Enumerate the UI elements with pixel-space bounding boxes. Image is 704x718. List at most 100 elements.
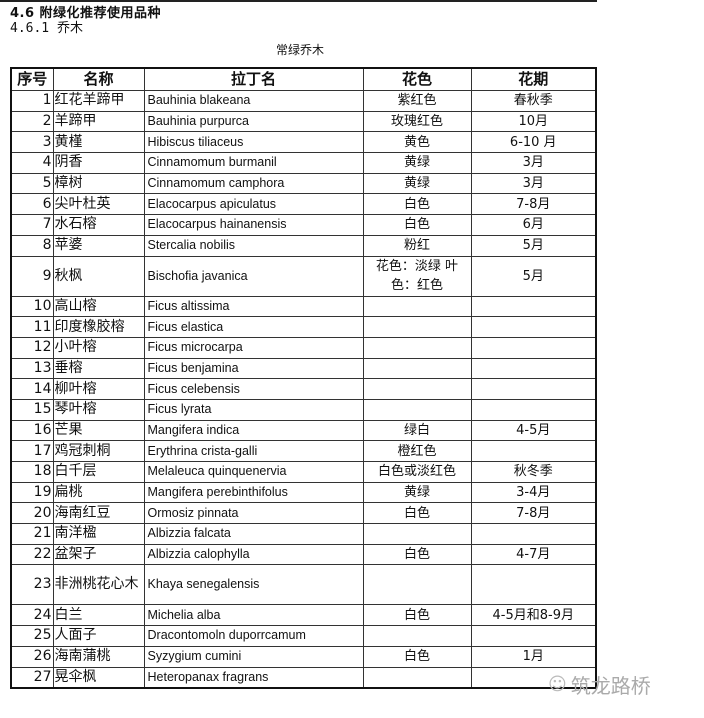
cell-flowering-period [470,398,597,421]
cell-flowering-period: 秋冬季 [470,461,597,483]
cell-no: 19 [10,481,54,504]
cell-flower-color: 黄绿 [362,172,472,195]
cell-latin: Bauhinia purpurca [143,110,364,133]
cell-flower-color: 黄色 [362,131,472,154]
cell-flower-color [362,295,472,318]
table-row: 2 羊蹄甲 Bauhinia purpurca 玫瑰红色 10月 [10,110,597,133]
cell-name: 盆架子 [52,543,145,566]
column-header-flower-color: 花色 [362,67,472,91]
table-row: 25 人面子 Dracontomoln duporrcamum [10,625,597,647]
column-header-no: 序号 [10,67,54,91]
table-row: 23 非洲桃花心木 Khaya senegalensis [10,564,597,606]
cell-flowering-period: 1月 [470,645,597,668]
cell-latin: Albizzia falcata [143,523,364,545]
table-row: 22 盆架子 Albizzia calophylla 白色 4-7月 [10,543,597,566]
cell-name: 白兰 [52,604,145,627]
cell-no: 14 [10,378,54,400]
table-row: 7 水石榕 Elacocarpus hainanensis 白色 6月 [10,214,597,236]
table-row: 11 印度橡胶榕 Ficus elastica [10,316,597,338]
cell-flowering-period: 5月 [470,255,597,297]
cell-flowering-period: 春秋季 [470,90,597,112]
cell-no: 6 [10,193,54,216]
cell-name: 阴香 [52,152,145,174]
cell-name: 海南红豆 [52,502,145,525]
cell-latin: Syzygium cumini [143,645,364,668]
table-row: 15 琴叶榕 Ficus lyrata [10,398,597,421]
cell-latin: Cinnamomum burmanil [143,152,364,174]
cell-flowering-period: 4-7月 [470,543,597,566]
cell-name: 秋枫 [52,255,145,297]
table-row: 4 阴香 Cinnamomum burmanil 黄绿 3月 [10,152,597,174]
table-row: 21 南洋楹 Albizzia falcata [10,523,597,545]
cell-flower-color [362,357,472,380]
cell-flower-color: 黄绿 [362,152,472,174]
table-row: 12 小叶榕 Ficus microcarpa [10,336,597,359]
table-row: 16 芒果 Mangifera indica 绿白 4-5月 [10,419,597,442]
cell-no: 11 [10,316,54,338]
cell-flower-color: 白色 [362,604,472,627]
table-row: 5 樟树 Cinnamomum camphora 黄绿 3月 [10,172,597,195]
table-row: 18 白千层 Melaleuca quinquenervia 白色或淡红色 秋冬季 [10,461,597,483]
cell-flowering-period [470,378,597,400]
wechat-icon: ☺ [548,674,567,695]
cell-latin: Bauhinia blakeana [143,90,364,112]
cell-flowering-period [470,316,597,338]
table-row: 3 黄槿 Hibiscus tiliaceus 黄色 6-10 月 [10,131,597,154]
column-header-flowering-period: 花期 [470,67,597,91]
table-row: 8 苹婆 Stercalia nobilis 粉红 5月 [10,234,597,257]
table-row: 6 尖叶杜英 Elacocarpus apiculatus 白色 7-8月 [10,193,597,216]
cell-flowering-period: 10月 [470,110,597,133]
cell-no: 10 [10,295,54,318]
column-header-name: 名称 [52,67,145,91]
cell-name: 羊蹄甲 [52,110,145,133]
cell-latin: Bischofia javanica [143,255,364,297]
cell-no: 4 [10,152,54,174]
cell-flower-color: 橙红色 [362,440,472,462]
cell-latin: Mangifera indica [143,419,364,442]
cell-flower-color: 玫瑰红色 [362,110,472,133]
cell-flower-color [362,564,472,606]
cell-flower-color: 白色或淡红色 [362,461,472,483]
cell-no: 23 [10,564,54,606]
cell-flower-color [362,523,472,545]
cell-latin: Ficus elastica [143,316,364,338]
cell-flowering-period [470,336,597,359]
cell-latin: Elacocarpus apiculatus [143,193,364,216]
cell-no: 22 [10,543,54,566]
cell-flower-color [362,336,472,359]
table-row: 9 秋枫 Bischofia javanica 花色：淡绿 叶色：红色 5月 [10,255,597,297]
cell-no: 15 [10,398,54,421]
subsection-title: 4.6.1 乔木 [10,21,83,36]
cell-no: 8 [10,234,54,257]
cell-flowering-period [470,625,597,647]
cell-name: 扁桃 [52,481,145,504]
cell-name: 苹婆 [52,234,145,257]
cell-no: 27 [10,666,54,689]
cell-latin: Ficus microcarpa [143,336,364,359]
cell-latin: Melaleuca quinquenervia [143,461,364,483]
cell-name: 高山榕 [52,295,145,318]
cell-name: 红花羊蹄甲 [52,90,145,112]
cell-latin: Heteropanax fragrans [143,666,364,689]
table-row: 14 柳叶榕 Ficus celebensis [10,378,597,400]
cell-latin: Michelia alba [143,604,364,627]
cell-flower-color [362,625,472,647]
table-row: 20 海南红豆 Ormosiz pinnata 白色 7-8月 [10,502,597,525]
cell-latin: Elacocarpus hainanensis [143,214,364,236]
cell-name: 柳叶榕 [52,378,145,400]
cell-no: 7 [10,214,54,236]
cell-name: 水石榕 [52,214,145,236]
cell-name: 芒果 [52,419,145,442]
cell-name: 南洋楹 [52,523,145,545]
cell-flower-color: 绿白 [362,419,472,442]
section-title: 4.6 附绿化推荐使用品种 [10,6,162,21]
cell-name: 樟树 [52,172,145,195]
cell-name: 琴叶榕 [52,398,145,421]
cell-latin: Khaya senegalensis [143,564,364,606]
cell-name: 垂榕 [52,357,145,380]
cell-name: 晃伞枫 [52,666,145,689]
cell-no: 13 [10,357,54,380]
cell-no: 3 [10,131,54,154]
table-row: 24 白兰 Michelia alba 白色 4-5月和8-9月 [10,604,597,627]
cell-flower-color [362,316,472,338]
